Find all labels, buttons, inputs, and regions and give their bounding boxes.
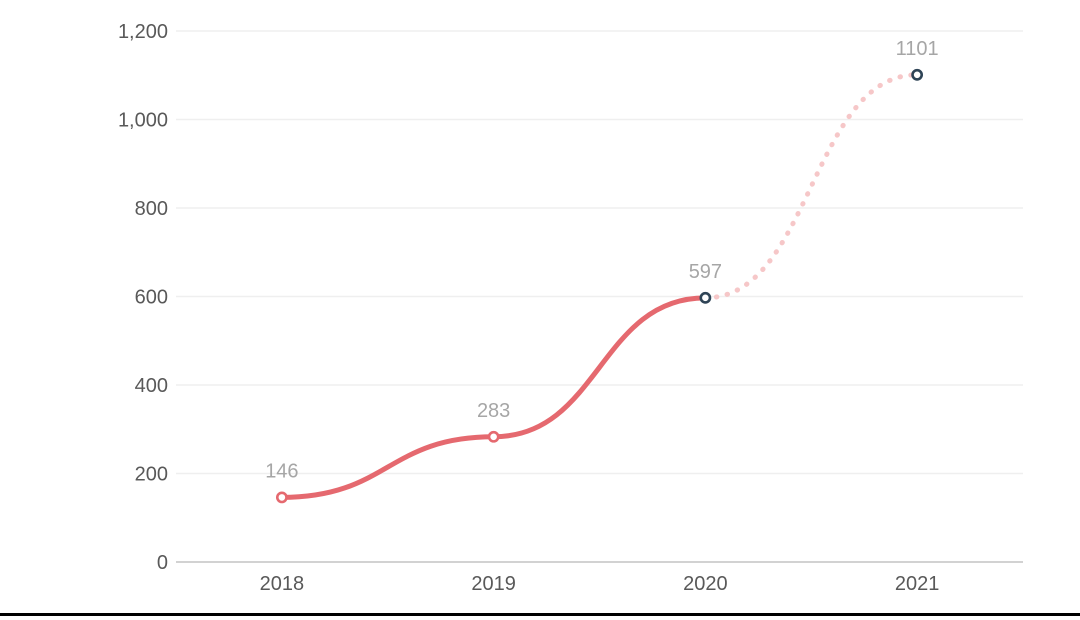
y-tick-label: 0 — [157, 552, 168, 574]
data-point-label: 597 — [689, 261, 722, 283]
series-line-projection-dotted — [702, 72, 920, 301]
bottom-divider — [0, 613, 1080, 616]
y-tick-label: 600 — [135, 287, 168, 309]
y-tick-label: 200 — [135, 464, 168, 486]
data-point-marker[interactable] — [487, 430, 500, 443]
gridlines-group — [176, 30, 1023, 563]
series-group — [279, 72, 920, 500]
markers-group — [275, 68, 924, 504]
x-tick-label: 2021 — [895, 573, 940, 595]
data-point-label: 1101 — [896, 38, 939, 60]
x-axis-labels-group: 2018 2019 2020 2021 — [260, 573, 940, 595]
x-tick-label: 2019 — [471, 573, 516, 595]
data-point-marker[interactable] — [911, 68, 924, 81]
y-tick-label: 1,000 — [118, 110, 168, 132]
y-axis-labels-group: 1,200 1,000 800 600 400 200 0 — [118, 21, 168, 574]
y-tick-label: 400 — [135, 375, 168, 397]
point-labels-group: 146 283 597 1101 — [265, 38, 938, 483]
data-point-label: 283 — [477, 400, 510, 422]
y-tick-label: 1,200 — [118, 21, 168, 43]
y-tick-label: 800 — [135, 198, 168, 220]
data-point-marker[interactable] — [699, 291, 712, 304]
series-line-solid — [279, 295, 708, 500]
data-point-label: 146 — [265, 460, 298, 482]
data-point-marker[interactable] — [275, 491, 288, 504]
x-tick-label: 2018 — [260, 573, 305, 595]
x-tick-label: 2020 — [683, 573, 728, 595]
